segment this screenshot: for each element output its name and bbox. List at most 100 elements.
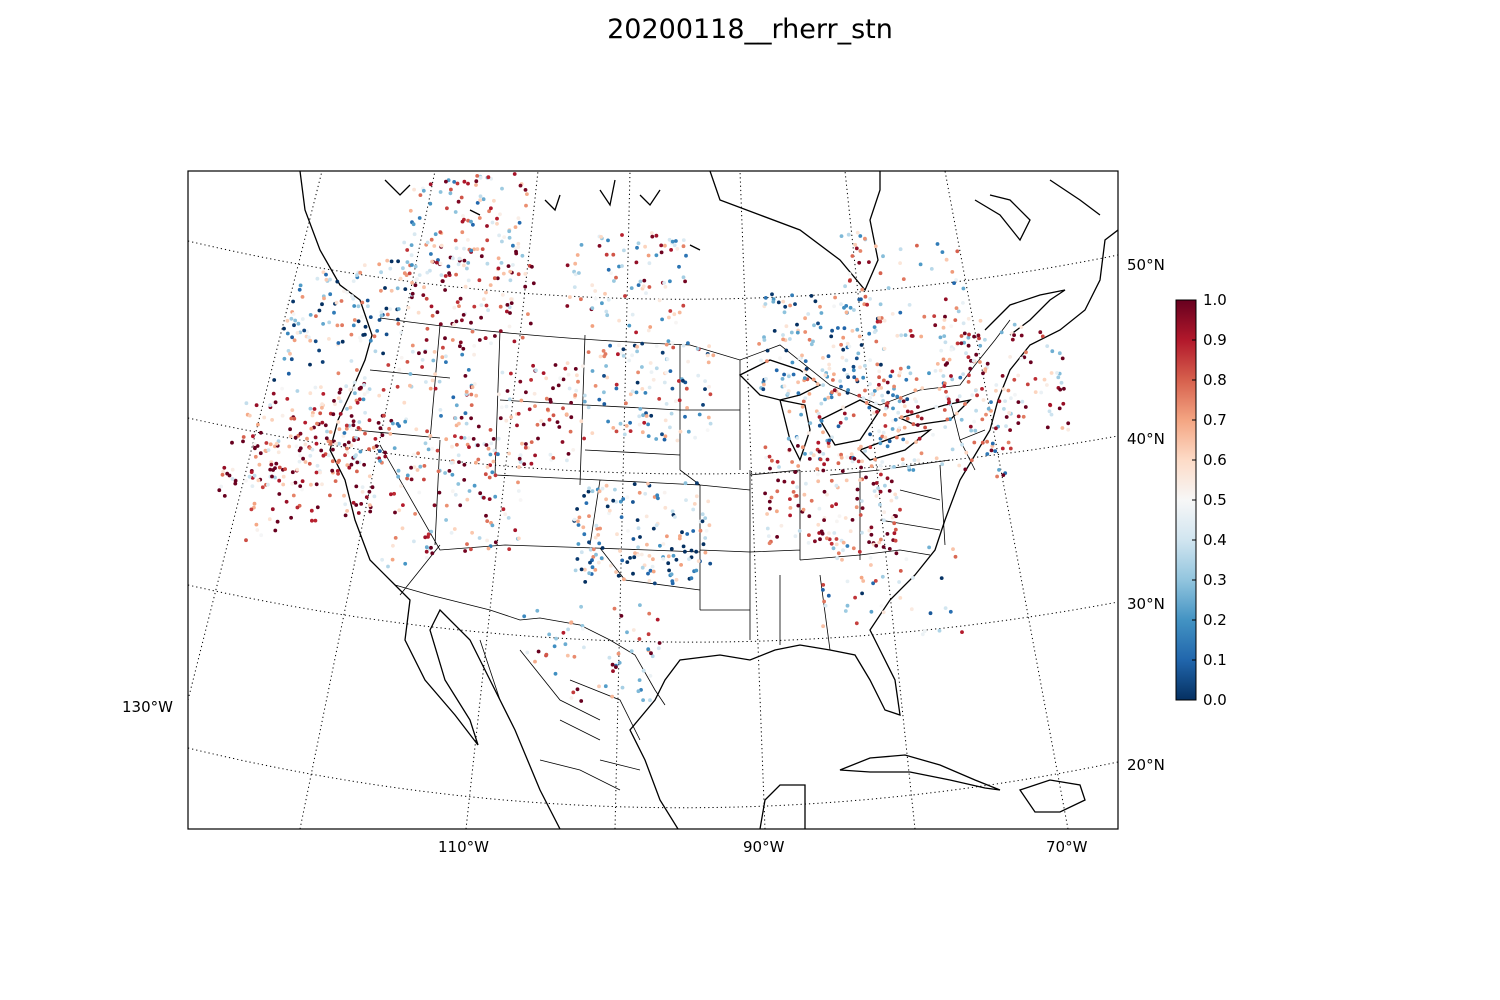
station-dot [410,280,414,285]
station-dot [829,478,834,483]
station-dot [683,414,687,419]
station-dot [684,253,688,258]
station-dot [348,387,353,392]
station-dot [280,413,285,418]
station-dot [581,626,585,631]
station-dot [380,433,385,438]
station-dot [499,405,504,410]
station-dot [661,542,666,546]
station-dot [816,440,821,445]
station-dot [396,307,401,311]
station-dot [868,556,873,560]
station-dot [831,344,836,349]
station-dot [321,453,326,458]
station-dot [832,531,837,535]
station-dot [443,471,447,475]
station-dot [607,655,612,660]
station-dot [366,304,370,309]
station-dot [314,470,319,475]
station-dot [839,234,844,239]
station-dot [471,222,475,227]
station-dot [604,497,608,502]
station-dot [634,330,638,335]
station-dot [898,247,903,252]
station-dot [535,608,540,613]
station-dot [425,270,430,275]
station-dot [844,416,849,421]
station-dot [803,359,808,363]
station-dot [270,474,274,479]
station-dot [338,399,343,404]
station-dot [816,321,820,326]
station-dot [408,383,412,388]
station-dot [850,459,855,464]
station-dot [309,426,314,431]
station-dot [607,508,612,513]
station-dot [942,318,947,322]
station-dot [953,318,958,322]
station-dot [356,426,361,430]
station-dot [811,339,815,344]
station-dot [1060,426,1065,430]
station-dot [599,556,604,561]
station-dot [771,299,776,304]
station-dot [762,335,766,340]
station-dot [1012,377,1017,382]
station-dot [439,414,443,418]
station-dot [516,241,521,246]
station-dot [423,535,428,540]
station-dot [293,435,298,440]
station-dot [885,476,890,481]
station-dot [485,224,489,228]
station-dot [893,492,898,497]
station-dot [822,599,826,604]
station-dot [764,377,768,381]
station-dot [650,564,655,569]
station-dot [475,174,480,178]
station-dot [444,360,448,364]
station-dot [680,530,684,535]
station-dot [614,499,618,504]
station-dot [467,445,471,449]
station-dot [1048,402,1052,407]
station-dot [636,689,641,694]
station-dot [800,404,805,409]
station-dot [620,685,625,690]
station-dot [869,609,874,614]
station-dot [868,382,872,386]
station-dot [292,338,297,343]
station-dot [391,543,395,548]
station-dot [640,365,644,369]
station-dot [846,388,850,392]
station-dot [989,400,993,404]
station-dot [654,437,659,441]
station-dot [520,335,525,340]
station-dot [505,309,509,314]
station-dot [873,457,877,462]
station-dot [892,531,897,536]
station-dot [880,393,884,398]
station-dot [959,334,964,338]
station-dot [671,345,676,350]
station-dot [669,547,674,551]
station-dot [395,384,400,389]
station-dot [903,333,908,337]
station-dot [954,411,959,416]
station-dot [387,426,391,431]
station-dot [694,549,699,554]
station-dot [274,461,279,466]
station-dot [843,284,847,289]
station-dot [827,438,832,443]
station-dot [901,462,905,466]
station-dot [971,358,976,363]
meridian-130w [188,171,323,701]
station-dot [379,270,383,275]
station-dot [492,198,496,203]
station-dot [485,465,490,469]
station-dot [348,405,353,410]
station-dot [830,328,834,333]
station-dot [338,387,343,392]
station-dot [496,452,500,457]
station-dot [895,333,900,338]
station-dot [840,355,845,360]
